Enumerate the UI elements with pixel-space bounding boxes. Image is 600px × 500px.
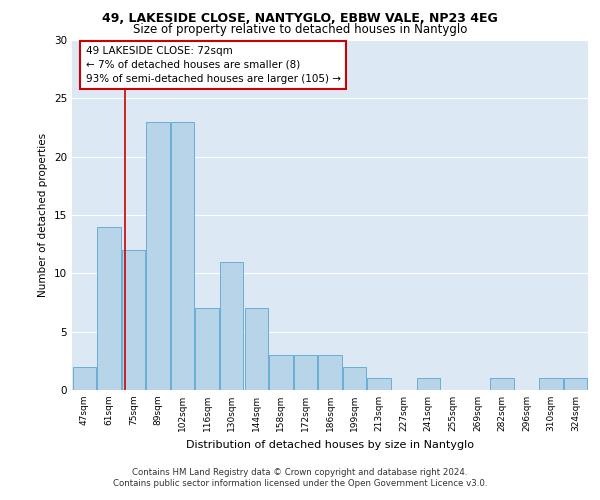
Bar — [539, 378, 563, 390]
Bar — [343, 366, 366, 390]
Bar — [97, 226, 121, 390]
Bar — [196, 308, 219, 390]
Bar — [122, 250, 145, 390]
Bar — [416, 378, 440, 390]
X-axis label: Distribution of detached houses by size in Nantyglo: Distribution of detached houses by size … — [186, 440, 474, 450]
Y-axis label: Number of detached properties: Number of detached properties — [38, 133, 49, 297]
Bar — [294, 355, 317, 390]
Text: 49 LAKESIDE CLOSE: 72sqm
← 7% of detached houses are smaller (8)
93% of semi-det: 49 LAKESIDE CLOSE: 72sqm ← 7% of detache… — [86, 46, 341, 84]
Bar — [73, 366, 96, 390]
Bar — [367, 378, 391, 390]
Bar — [319, 355, 341, 390]
Bar — [490, 378, 514, 390]
Bar — [220, 262, 244, 390]
Bar — [146, 122, 170, 390]
Bar — [245, 308, 268, 390]
Text: 49, LAKESIDE CLOSE, NANTYGLO, EBBW VALE, NP23 4EG: 49, LAKESIDE CLOSE, NANTYGLO, EBBW VALE,… — [102, 12, 498, 26]
Bar — [564, 378, 587, 390]
Bar — [269, 355, 293, 390]
Text: Size of property relative to detached houses in Nantyglo: Size of property relative to detached ho… — [133, 22, 467, 36]
Text: Contains HM Land Registry data © Crown copyright and database right 2024.
Contai: Contains HM Land Registry data © Crown c… — [113, 468, 487, 487]
Bar — [171, 122, 194, 390]
